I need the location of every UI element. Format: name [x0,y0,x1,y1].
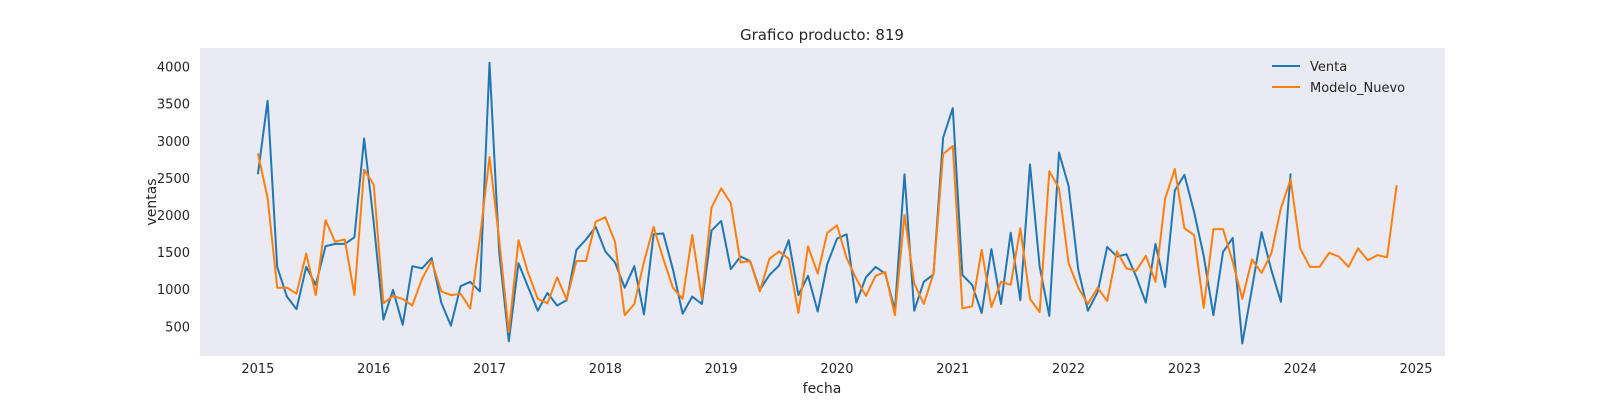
y-tick-label: 1000 [157,283,190,298]
y-tick-label: 3500 [157,98,190,113]
chart-title: Grafico producto: 819 [740,26,904,44]
x-tick-label: 2017 [473,362,506,377]
x-tick-label: 2016 [357,362,390,377]
plot-area [200,48,1445,356]
x-tick-label: 2024 [1284,362,1317,377]
y-axis-ticks: 500 1000 1500 2000 2500 3000 3500 4000 [157,61,190,336]
x-tick-label: 2018 [589,362,622,377]
x-tick-label: 2023 [1168,362,1201,377]
x-tick-label: 2020 [820,362,853,377]
x-tick-label: 2025 [1399,362,1432,377]
legend: Venta Modelo_Nuevo [1272,60,1405,96]
y-tick-label: 4000 [157,61,190,76]
y-tick-label: 2500 [157,172,190,187]
x-tick-label: 2019 [705,362,738,377]
series-lines [256,61,1398,345]
x-tick-label: 2021 [936,362,969,377]
legend-label: Modelo_Nuevo [1310,81,1405,96]
x-tick-label: 2022 [1052,362,1085,377]
x-tick-label: 2015 [241,362,274,377]
y-tick-label: 1500 [157,246,190,261]
y-tick-label: 2000 [157,209,190,224]
series-line-modelo-nuevo [256,145,1398,334]
x-axis-ticks: 2015 2016 2017 2018 2019 2020 2021 2022 2023 2024… [241,362,1432,377]
legend-label: Venta [1310,60,1347,75]
x-axis-title: fecha [803,381,842,397]
y-tick-label: 500 [165,320,190,335]
y-axis-title: ventas [144,178,160,225]
y-tick-label: 3000 [157,135,190,150]
